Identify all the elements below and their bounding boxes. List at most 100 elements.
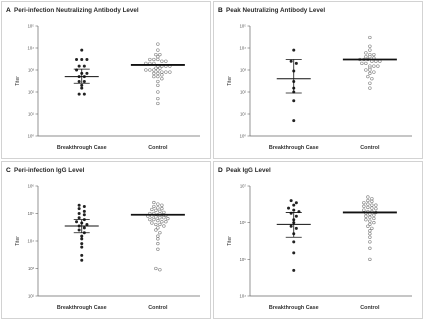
y-tick-label: 10¹ xyxy=(240,112,247,117)
data-point-control xyxy=(372,64,376,68)
data-point-control xyxy=(370,203,374,207)
data-point-control xyxy=(156,57,160,62)
y-tick-label: 10⁵ xyxy=(28,211,35,216)
data-point-control xyxy=(160,77,164,81)
y-tick-label: 10⁵ xyxy=(28,24,35,29)
data-point-control xyxy=(370,206,374,210)
data-point-control xyxy=(370,226,374,230)
y-tick-label: 10⁴ xyxy=(240,294,247,299)
data-point-case xyxy=(82,226,86,230)
data-point-control xyxy=(156,90,160,94)
y-tick-label: 10² xyxy=(240,90,247,95)
data-point-control xyxy=(368,48,372,52)
data-point-case xyxy=(77,228,81,232)
data-point-control xyxy=(158,222,162,227)
y-tick-label: 10³ xyxy=(28,266,35,271)
data-point-control xyxy=(154,52,158,57)
series-breakthrough-case xyxy=(64,203,99,262)
series-breakthrough-case xyxy=(64,48,99,96)
data-point-control xyxy=(150,221,154,225)
data-point-case xyxy=(75,220,79,224)
data-point-control xyxy=(370,197,374,201)
data-point-case xyxy=(80,58,84,62)
data-point-control xyxy=(366,195,370,199)
data-point-control xyxy=(158,268,162,272)
y-tick-label: 10³ xyxy=(28,68,35,73)
data-point-case xyxy=(85,58,89,62)
data-point-case xyxy=(82,64,86,68)
data-point-control xyxy=(372,213,376,217)
data-point-case xyxy=(82,204,86,208)
data-point-control xyxy=(156,83,160,88)
data-point-control xyxy=(162,210,166,214)
data-point-control xyxy=(158,209,162,213)
data-point-control xyxy=(368,215,372,219)
data-point-case xyxy=(289,224,293,228)
data-point-control xyxy=(160,203,164,207)
data-point-control xyxy=(152,217,156,222)
data-point-control xyxy=(368,71,372,76)
data-point-control xyxy=(156,242,160,246)
y-tick-label: 10² xyxy=(28,294,35,299)
y-tick-label: 10⁵ xyxy=(240,24,247,29)
data-point-control xyxy=(156,237,160,241)
data-point-control xyxy=(368,257,372,261)
data-point-control xyxy=(152,57,156,62)
data-point-control xyxy=(156,202,160,206)
data-point-control xyxy=(156,79,160,84)
data-point-case xyxy=(294,214,298,218)
data-point-case xyxy=(289,199,293,203)
data-point-control xyxy=(152,71,156,76)
data-point-control xyxy=(156,96,160,101)
data-point-case xyxy=(80,48,84,52)
data-point-case xyxy=(82,80,86,84)
y-tick-label: 10⁴ xyxy=(28,239,35,244)
data-point-case xyxy=(294,226,298,230)
data-point-control xyxy=(372,216,376,221)
panel-title: Peri-infection Neutralizing Antibody Lev… xyxy=(14,7,139,14)
data-point-control xyxy=(160,70,164,74)
data-point-control xyxy=(364,55,368,59)
data-point-control xyxy=(156,55,160,59)
data-point-control xyxy=(368,81,372,85)
data-point-control xyxy=(366,74,370,79)
data-point-control xyxy=(364,51,368,55)
data-point-control xyxy=(154,208,158,212)
data-point-control xyxy=(156,74,160,79)
y-tick-label: 10⁰ xyxy=(240,134,247,139)
data-point-control xyxy=(154,222,158,227)
data-point-control xyxy=(368,246,372,250)
y-tick-label: 10⁴ xyxy=(240,46,247,51)
x-category-label: Breakthrough Case xyxy=(269,145,319,151)
x-category-label: Breakthrough Case xyxy=(57,145,107,151)
data-point-control xyxy=(158,66,162,70)
data-point-control xyxy=(150,207,154,212)
data-point-control xyxy=(368,35,372,40)
data-point-case xyxy=(292,48,296,52)
data-point-control xyxy=(360,61,364,66)
data-point-case xyxy=(85,71,89,75)
data-point-control xyxy=(156,206,160,210)
data-point-control xyxy=(148,68,152,72)
data-point-case xyxy=(80,258,84,262)
data-point-case xyxy=(289,59,293,63)
data-point-control xyxy=(162,216,166,220)
data-point-case xyxy=(80,242,84,246)
data-point-control xyxy=(160,207,164,211)
data-point-control xyxy=(158,216,162,220)
data-point-case xyxy=(80,253,84,257)
data-point-case xyxy=(292,208,296,212)
panel-title: Peak Neutralizing Antibody Level xyxy=(226,7,325,14)
series-control xyxy=(342,195,397,261)
data-point-case xyxy=(292,203,296,207)
data-point-case xyxy=(80,83,84,87)
y-tick-label: 10⁶ xyxy=(28,184,35,189)
data-point-control xyxy=(156,234,160,238)
series-control xyxy=(130,42,185,106)
data-point-case xyxy=(77,212,81,215)
data-point-case xyxy=(77,203,81,207)
data-point-control xyxy=(362,208,366,212)
data-point-case xyxy=(77,64,81,68)
panel-letter: C xyxy=(6,167,11,174)
data-point-control xyxy=(368,229,372,233)
